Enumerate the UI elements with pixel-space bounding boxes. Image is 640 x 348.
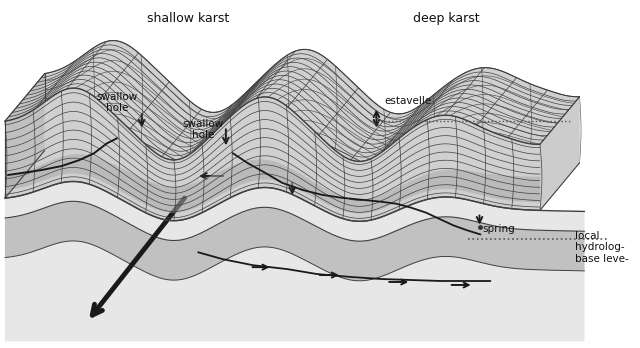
Text: swallow
hole: swallow hole: [96, 92, 138, 113]
Polygon shape: [5, 201, 584, 281]
Polygon shape: [45, 40, 580, 174]
Polygon shape: [5, 181, 584, 341]
Polygon shape: [5, 88, 540, 221]
Text: estavelle: estavelle: [385, 96, 431, 106]
Polygon shape: [5, 154, 540, 213]
Text: swallow
hole: swallow hole: [182, 119, 224, 140]
Text: shallow karst: shallow karst: [147, 11, 229, 24]
Polygon shape: [5, 40, 580, 161]
Polygon shape: [540, 97, 580, 211]
Text: spring: spring: [483, 224, 515, 235]
Polygon shape: [5, 73, 45, 198]
Text: deep karst: deep karst: [413, 11, 479, 24]
Text: local
hydrolog-
base leve-: local hydrolog- base leve-: [575, 231, 628, 264]
